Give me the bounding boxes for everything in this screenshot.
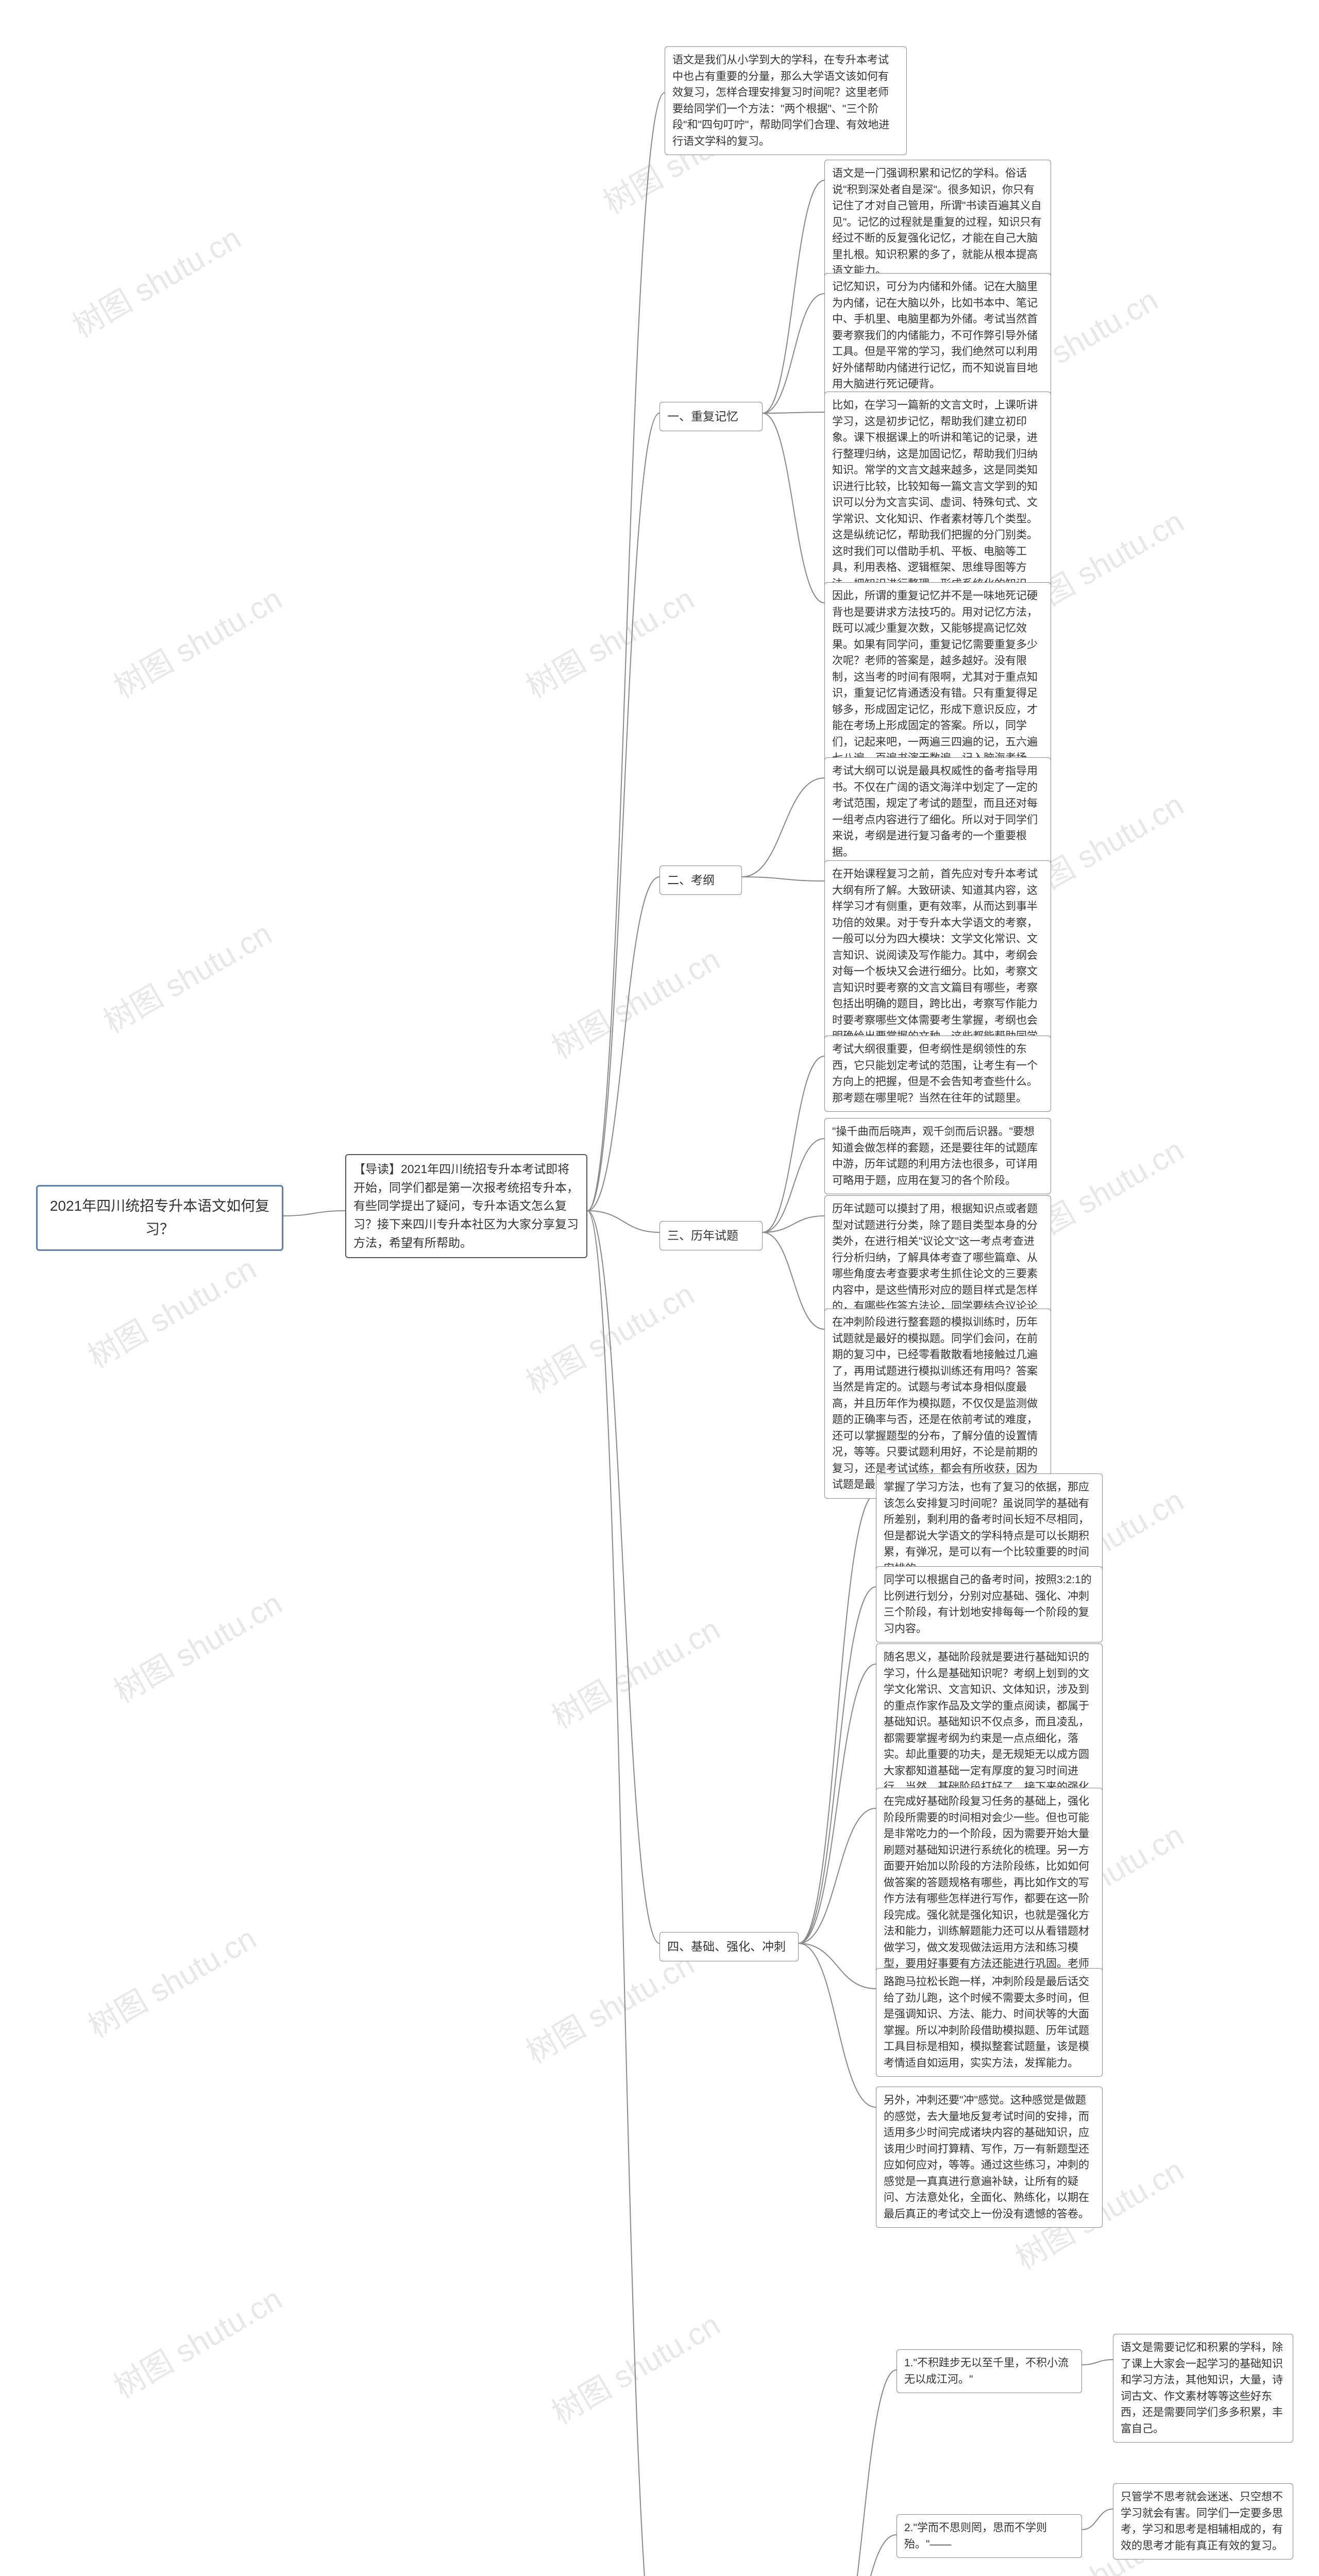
watermark: 树图 shutu.cn [543, 935, 727, 1067]
watermark: 树图 shutu.cn [517, 1270, 701, 1402]
connector [830, 2370, 897, 2576]
watermark: 树图 shutu.cn [94, 909, 279, 1042]
connector [763, 180, 824, 413]
connector [283, 1211, 345, 1216]
watermark: 树图 shutu.cn [105, 1579, 289, 1711]
connector [587, 877, 660, 1211]
connector [799, 1494, 876, 1943]
connector [587, 1211, 660, 1232]
connector [742, 778, 824, 877]
watermark: 树图 shutu.cn [79, 1914, 263, 2046]
connector [587, 1211, 660, 1943]
subleaf-s5l2: 只管学不思考就会迷迷、只空想不学习就会有害。同学们一定要多思考，学习和思考是相辅… [1113, 2483, 1293, 2560]
connector [742, 877, 824, 881]
watermark: 树图 shutu.cn [105, 2275, 289, 2407]
leaf-s1l1: 语文是一门强调积累和记忆的学科。俗话说"积到深处者自是深"。很多知识，你只有记住… [824, 160, 1051, 285]
connector [763, 412, 824, 413]
connector [830, 2535, 897, 2576]
subleaf-s5l1: 语文是需要记忆和积累的学科，除了课上大家会一起学习的基础知识和学习方法，其他知识… [1113, 2334, 1293, 2443]
watermark: 树图 shutu.cn [79, 1244, 263, 1377]
leaf-s1l2: 记忆知识，可分为内储和外储。记在大脑里为内储，记在大脑以外，比如书本中、笔记中、… [824, 273, 1051, 398]
connector [799, 1943, 876, 1989]
top-intro-leaf: 语文是我们从小学到大的学科，在专升本考试中也占有重要的分量，那么大学语文该如何有… [665, 46, 907, 155]
leaf-s3l4: 在冲刺阶段进行整套题的模拟训练时，历年试题就是最好的模拟题。同学们会问，在前期的… [824, 1309, 1051, 1499]
connector [1082, 2360, 1113, 2365]
connector [799, 1664, 876, 1943]
watermark: 树图 shutu.cn [543, 2300, 727, 2433]
watermark: 树图 shutu.cn [517, 574, 701, 707]
leaf-s3l2: "操千曲而后晓声，观千剑而后识器。"要想知道会做怎样的套题，还是要往年的试题库中… [824, 1118, 1051, 1194]
watermark: 树图 shutu.cn [105, 574, 289, 707]
connector [763, 1216, 824, 1232]
connector [799, 1943, 876, 2107]
leaf-s5l1: 1."不积跬步无以至千里，不积小流无以成江河。" [897, 2349, 1082, 2393]
leaf-s3l1: 考试大纲很重要，但考纲性是纲领性的东西，它只能划定考试的范围，让考生有一个方向上… [824, 1036, 1051, 1112]
connector [799, 1587, 876, 1943]
connector [763, 413, 824, 603]
root-node: 2021年四川统招专升本语文如何复习？ [36, 1185, 283, 1251]
section-s1: 一、重复记忆 [660, 402, 763, 431]
watermark: 树图 shutu.cn [63, 214, 248, 346]
connector [799, 1808, 876, 1943]
connector [1082, 2509, 1113, 2530]
connector [587, 413, 660, 1211]
connector [763, 1056, 824, 1232]
connector [763, 1139, 824, 1232]
section-s2: 二、考纲 [660, 866, 742, 895]
connector [587, 1211, 660, 2576]
leaf-s4l5: 路跑马拉松长跑一样，冲刺阶段是最后话交给了劲儿跑，这个时候不需要太多时间，但是强… [876, 1968, 1103, 2077]
connector [763, 294, 824, 413]
leaf-s4l2: 同学可以根据自己的备考时间，按照3:2:1的比例进行划分，分别对应基础、强化、冲… [876, 1566, 1103, 1642]
connector [763, 1232, 824, 1329]
leaf-s4l6: 另外，冲刺还要"冲"感觉。这种感觉是做题的感觉，去大量地反复考试时间的安排，而适… [876, 2087, 1103, 2228]
section-s4: 四、基础、强化、冲刺 [660, 1932, 799, 1961]
intro-node: 【导读】2021年四川统招专升本考试即将开始，同学们都是第一次报考统招专升本，有… [345, 1154, 587, 1258]
leaf-s2l1: 考试大纲可以说是最具权威性的备考指导用书。不仅在广阔的语文海洋中划定了一定的考试… [824, 757, 1051, 866]
section-s3: 三、历年试题 [660, 1221, 763, 1250]
connector-layer [0, 0, 1319, 2576]
leaf-s5l2: 2."学而不思则罔，思而不学则殆。"—— [897, 2514, 1082, 2558]
watermark: 树图 shutu.cn [543, 1605, 727, 1737]
connector [587, 93, 665, 1211]
